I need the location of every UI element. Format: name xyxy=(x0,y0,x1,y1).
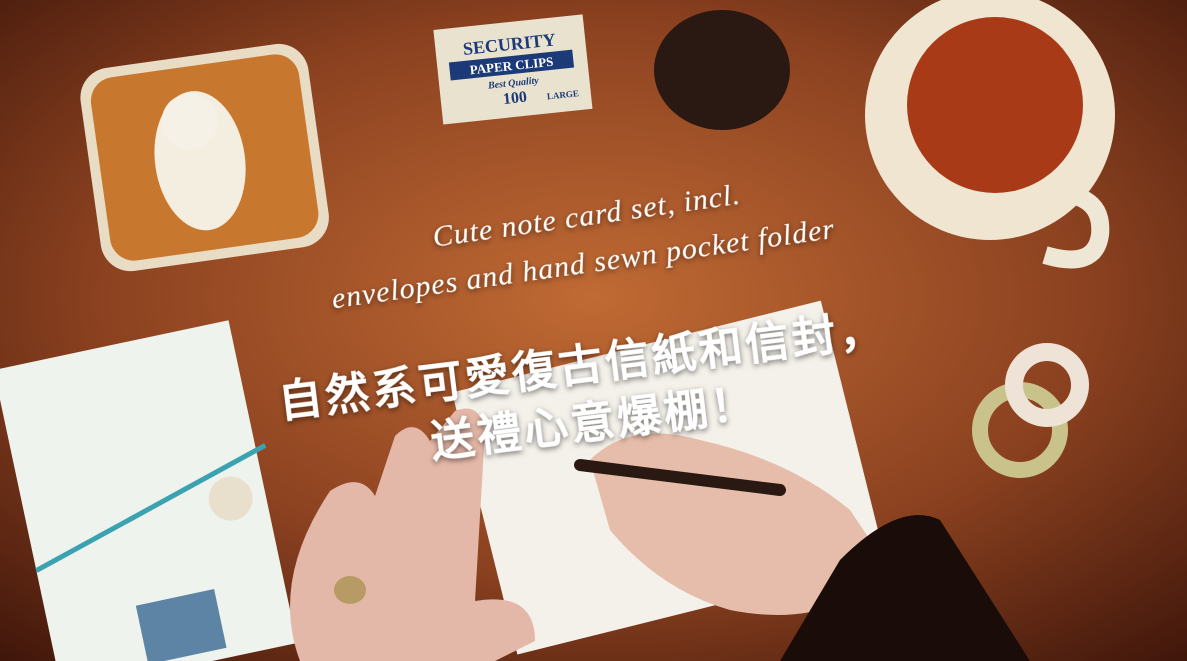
clip-box: SECURITY PAPER CLIPS Best Quality 100 LA… xyxy=(433,14,593,125)
clip-quality: Best Quality xyxy=(487,75,540,91)
ink-bottle xyxy=(654,10,790,130)
notebook xyxy=(0,320,298,661)
tin-box xyxy=(80,43,329,272)
pen xyxy=(574,459,786,496)
ring xyxy=(334,576,366,604)
clip-count: 100 xyxy=(502,89,528,108)
tape-roll xyxy=(1005,343,1089,427)
clip-size: LARGE xyxy=(546,88,579,101)
mug xyxy=(865,0,1115,269)
sleeve xyxy=(780,515,1030,661)
